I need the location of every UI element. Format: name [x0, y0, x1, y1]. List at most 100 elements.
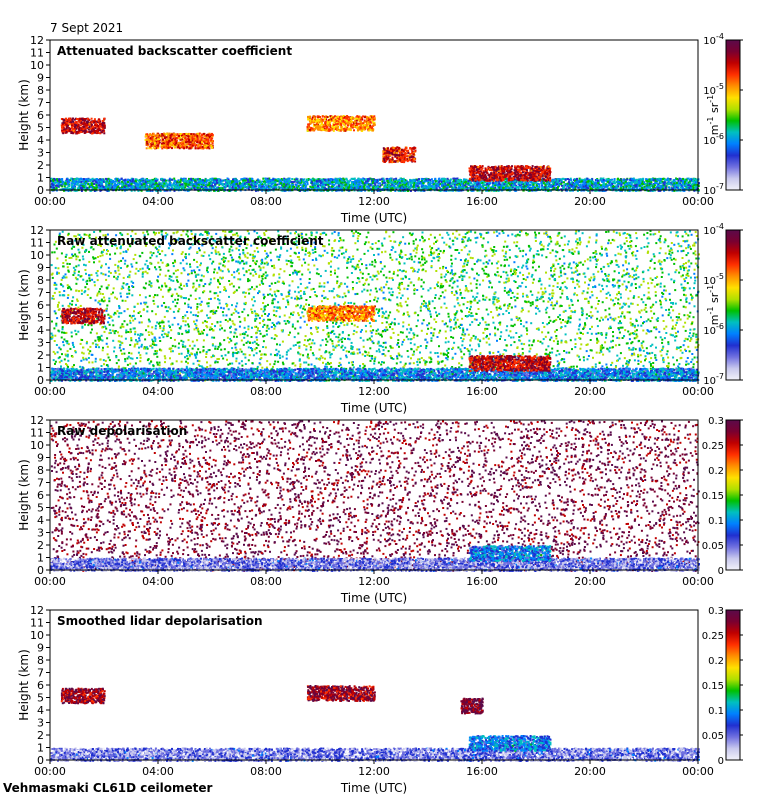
- x-tick-label: 08:00: [250, 575, 282, 588]
- feature-low-cloud: [468, 355, 552, 372]
- y-tick-label: 8: [37, 84, 44, 97]
- x-tick-label: 00:00: [34, 575, 66, 588]
- colorbar-tick-label: 10-4: [703, 32, 724, 47]
- y-tick-label: 3: [37, 527, 44, 540]
- x-tick-label: 00:00: [34, 765, 66, 778]
- y-tick-label: 12: [30, 414, 44, 427]
- x-tick-label: 16:00: [466, 195, 498, 208]
- feature-mid-level-cloud: [60, 117, 106, 135]
- feature-mid-level-cloud: [60, 687, 106, 705]
- panel-title: Raw attenuated backscatter coefficient: [57, 234, 324, 248]
- y-tick-label: 0: [37, 184, 44, 197]
- colorbar-tick-label: 10-4: [703, 222, 724, 237]
- y-tick-label: 1: [37, 552, 44, 565]
- y-tick-label: 9: [37, 452, 44, 465]
- panel-title: Smoothed lidar depolarisation: [57, 614, 263, 628]
- x-tick-label: 12:00: [358, 385, 390, 398]
- y-tick-label: 7: [37, 97, 44, 110]
- y-tick-label: 8: [37, 464, 44, 477]
- feature-descending-layer: [306, 115, 376, 132]
- y-tick-label: 12: [30, 224, 44, 237]
- y-tick-label: 5: [37, 692, 44, 705]
- x-tick-label: 00:00: [682, 195, 714, 208]
- colorbar-tick-label: 0.05: [702, 541, 724, 552]
- y-tick-label: 4: [37, 134, 44, 147]
- colorbar-tick-label: 0.3: [708, 606, 724, 617]
- feature-convective-cloud: [382, 146, 417, 164]
- y-tick-label: 11: [30, 427, 44, 440]
- feature-mid-level-cloud: [144, 132, 214, 150]
- feature-low-cloud: [468, 165, 552, 182]
- colorbar: [725, 39, 741, 191]
- colorbar-tick-label: 0.2: [708, 466, 724, 477]
- plot-area: [50, 40, 698, 190]
- y-tick-label: 0: [37, 374, 44, 387]
- y-tick-label: 4: [37, 514, 44, 527]
- x-tick-label: 00:00: [34, 195, 66, 208]
- y-tick-label: 2: [37, 159, 44, 172]
- x-axis-label: Time (UTC): [340, 591, 407, 605]
- panel-title: Attenuated backscatter coefficient: [57, 44, 292, 58]
- y-tick-label: 7: [37, 667, 44, 680]
- x-tick-label: 12:00: [358, 765, 390, 778]
- x-tick-label: 00:00: [34, 385, 66, 398]
- y-tick-label: 8: [37, 274, 44, 287]
- y-tick-label: 9: [37, 72, 44, 85]
- feature-low-cloud: [468, 545, 552, 562]
- y-tick-label: 10: [30, 629, 44, 642]
- figure-date: 7 Sept 2021: [50, 21, 123, 35]
- y-tick-label: 4: [37, 704, 44, 717]
- x-tick-label: 20:00: [574, 575, 606, 588]
- x-tick-label: 12:00: [358, 575, 390, 588]
- colorbar-tick-label: 0.15: [702, 681, 724, 692]
- y-tick-label: 6: [37, 109, 44, 122]
- y-tick-label: 0: [37, 754, 44, 767]
- feature-boundary-layer: [50, 367, 700, 382]
- y-tick-label: 10: [30, 59, 44, 72]
- feature-convective-cloud: [460, 697, 484, 715]
- colorbar-tick-label: 10-6: [703, 132, 724, 147]
- y-tick-label: 10: [30, 439, 44, 452]
- colorbar-tick-label: 0.05: [702, 731, 724, 742]
- y-tick-label: 10: [30, 249, 44, 262]
- plot-area: [50, 610, 698, 760]
- y-tick-label: 11: [30, 237, 44, 250]
- colorbar-tick-label: 10-7: [703, 372, 724, 387]
- x-tick-label: 08:00: [250, 195, 282, 208]
- y-tick-label: 1: [37, 742, 44, 755]
- panel-title: Raw depolarisation: [57, 424, 187, 438]
- y-tick-label: 7: [37, 287, 44, 300]
- colorbar-tick-label: 10-5: [703, 272, 724, 287]
- y-tick-label: 3: [37, 337, 44, 350]
- x-tick-label: 00:00: [682, 575, 714, 588]
- colorbar-tick-label: 0.25: [702, 631, 724, 642]
- x-tick-label: 16:00: [466, 575, 498, 588]
- colorbar-tick-label: 0.2: [708, 656, 724, 667]
- colorbar: [725, 229, 741, 381]
- y-tick-label: 5: [37, 312, 44, 325]
- colorbar-tick-label: 0.3: [708, 416, 724, 427]
- y-tick-label: 0: [37, 564, 44, 577]
- y-tick-label: 5: [37, 122, 44, 135]
- y-tick-label: 2: [37, 349, 44, 362]
- y-tick-label: 4: [37, 324, 44, 337]
- x-tick-label: 12:00: [358, 195, 390, 208]
- x-tick-label: 04:00: [142, 575, 174, 588]
- colorbar-tick-label: 0.1: [708, 706, 724, 717]
- y-tick-label: 11: [30, 617, 44, 630]
- y-axis-label: Height (km): [17, 459, 31, 530]
- y-tick-label: 1: [37, 362, 44, 375]
- x-tick-label: 08:00: [250, 765, 282, 778]
- y-tick-label: 2: [37, 729, 44, 742]
- feature-descending-layer: [306, 685, 376, 702]
- feature-noisy-background: [50, 420, 700, 572]
- x-tick-label: 20:00: [574, 765, 606, 778]
- station-label: Vehmasmaki CL61D ceilometer: [3, 781, 212, 795]
- feature-mid-level-cloud: [61, 307, 106, 325]
- x-tick-label: 00:00: [682, 385, 714, 398]
- y-tick-label: 3: [37, 147, 44, 160]
- colorbar-unit-label: m-1 sr-1: [706, 285, 721, 325]
- x-tick-label: 20:00: [574, 385, 606, 398]
- x-tick-label: 08:00: [250, 385, 282, 398]
